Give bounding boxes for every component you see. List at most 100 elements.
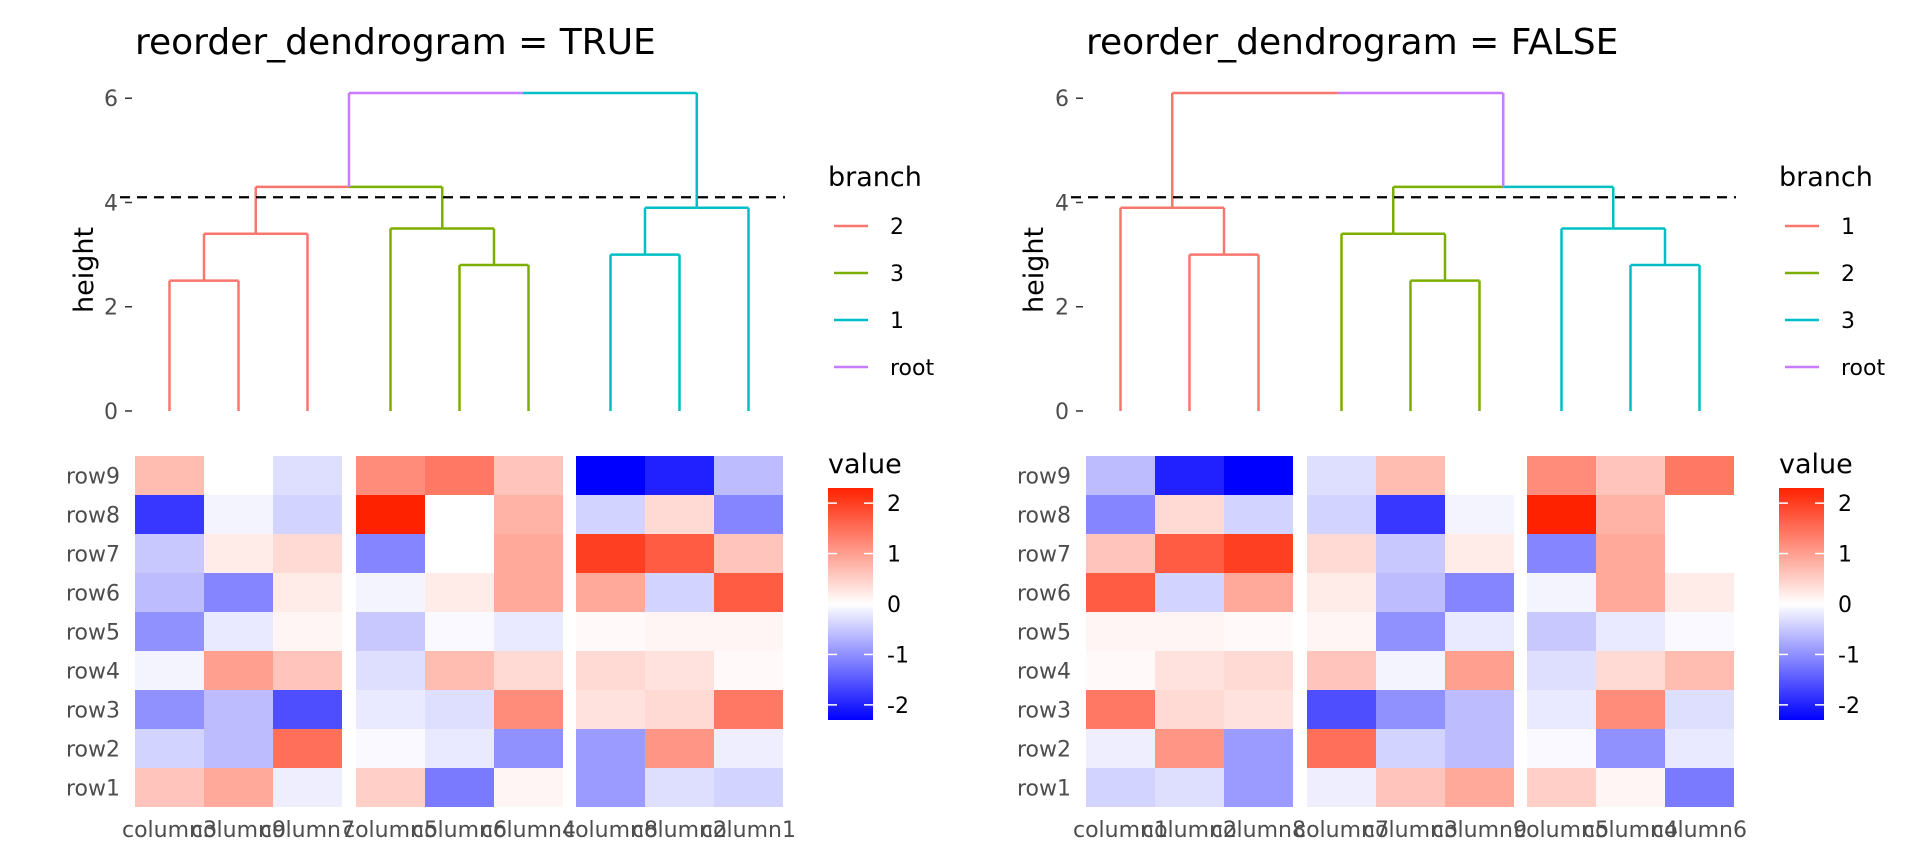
- heatmap-cell: [645, 495, 714, 534]
- heatmap-cell: [1376, 456, 1445, 495]
- y-axis-title: height: [1019, 227, 1050, 313]
- heatmap-cell: [714, 612, 783, 651]
- column-label: column8: [563, 818, 658, 843]
- y-axis: 0 2 4 6: [104, 87, 132, 425]
- heatmap-cell: [1527, 573, 1596, 612]
- branch-legend-label: 1: [1841, 215, 1855, 240]
- row-label: row5: [1017, 621, 1071, 646]
- column-label: column2: [632, 818, 727, 843]
- heatmap-cell: [1527, 612, 1596, 651]
- panel-reorder-false: reorder_dendrogram = FALSE height 0 2 4 6 r…: [1017, 22, 1885, 843]
- heatmap-cell: [1224, 534, 1293, 573]
- value-legend-title: value: [1779, 449, 1853, 480]
- heatmap-cell: [356, 573, 425, 612]
- heatmap-cell: [1307, 495, 1376, 534]
- heatmap-cell: [1307, 573, 1376, 612]
- heatmap-cell: [1155, 612, 1224, 651]
- row-label: row1: [1017, 777, 1071, 802]
- heatmap-cell: [1224, 456, 1293, 495]
- heatmap-cell: [135, 768, 204, 807]
- heatmap-cell: [714, 690, 783, 729]
- heatmap-cell: [1376, 690, 1445, 729]
- heatmap-cell: [645, 573, 714, 612]
- heatmap-cell: [425, 456, 494, 495]
- branch-legend-label: 3: [1841, 309, 1855, 334]
- colorbar-tick-label: 2: [1838, 492, 1852, 517]
- heatmap-cell: [204, 534, 273, 573]
- heatmap-cell: [1527, 495, 1596, 534]
- heatmap-cell: [1596, 495, 1665, 534]
- heatmap-cell: [273, 573, 342, 612]
- heatmap-cell: [1155, 768, 1224, 807]
- colorbar-tick-label: -1: [1838, 643, 1860, 668]
- heatmap: [1086, 456, 1734, 807]
- heatmap-cell: [135, 612, 204, 651]
- heatmap-cell: [356, 651, 425, 690]
- heatmap-cell: [1155, 573, 1224, 612]
- heatmap-cell: [1445, 612, 1514, 651]
- heatmap-cell: [1307, 690, 1376, 729]
- heatmap-cell: [576, 651, 645, 690]
- y-tick-label: 2: [104, 296, 118, 321]
- heatmap-cell: [1445, 495, 1514, 534]
- heatmap-cell: [425, 768, 494, 807]
- heatmap-cell: [1596, 768, 1665, 807]
- heatmap-cell: [1376, 651, 1445, 690]
- heatmap-cell: [204, 612, 273, 651]
- heatmap-cell: [204, 690, 273, 729]
- heatmap-cell: [1224, 651, 1293, 690]
- heatmap-cell: [273, 495, 342, 534]
- heatmap-cell: [1445, 573, 1514, 612]
- column-label: column4: [1583, 818, 1678, 843]
- y-tick-label: 6: [104, 87, 118, 112]
- heatmap-cell: [1155, 495, 1224, 534]
- heatmap-cell: [714, 651, 783, 690]
- heatmap-cell: [135, 573, 204, 612]
- column-label: column7: [260, 818, 355, 843]
- heatmap-cell: [425, 651, 494, 690]
- heatmap-cell: [494, 651, 563, 690]
- heatmap-cell: [1307, 768, 1376, 807]
- heatmap-cell: [1596, 573, 1665, 612]
- heatmap-cell: [576, 729, 645, 768]
- heatmap-cell: [714, 456, 783, 495]
- heatmap-cell: [1086, 573, 1155, 612]
- heatmap-cell: [1376, 495, 1445, 534]
- heatmap-cell: [1445, 534, 1514, 573]
- heatmap-cell: [273, 729, 342, 768]
- heatmap-cell: [494, 690, 563, 729]
- heatmap-cell: [1665, 690, 1734, 729]
- row-label: row5: [66, 621, 120, 646]
- column-labels: column1column2column8column7column3colum…: [1073, 818, 1747, 843]
- heatmap-cell: [1376, 534, 1445, 573]
- heatmap-cell: [204, 495, 273, 534]
- heatmap-cell: [1596, 612, 1665, 651]
- colorbar-tick-label: -2: [1838, 694, 1860, 719]
- heatmap-cell: [1445, 729, 1514, 768]
- branch-legend-title: branch: [828, 162, 922, 193]
- heatmap-cell: [1527, 651, 1596, 690]
- heatmap-cell: [494, 612, 563, 651]
- heatmap-cell: [1527, 729, 1596, 768]
- heatmap-cell: [714, 573, 783, 612]
- heatmap: [135, 456, 783, 807]
- panel-title: reorder_dendrogram = TRUE: [135, 22, 656, 63]
- heatmap-cell: [204, 768, 273, 807]
- dendrogram: [120, 91, 785, 411]
- heatmap-cell: [1155, 690, 1224, 729]
- row-label: row6: [66, 582, 120, 607]
- heatmap-cell: [1224, 612, 1293, 651]
- heatmap-cell: [1224, 573, 1293, 612]
- heatmap-cell: [356, 690, 425, 729]
- value-legend: value 2 1 0 -1 -2: [1779, 449, 1860, 720]
- colorbar-tick-label: 0: [1838, 593, 1852, 618]
- heatmap-cell: [204, 573, 273, 612]
- heatmap-cell: [1307, 612, 1376, 651]
- branch-legend-label: root: [1841, 356, 1885, 381]
- heatmap-cell: [425, 612, 494, 651]
- heatmap-cell: [425, 729, 494, 768]
- row-label: row8: [1017, 504, 1071, 529]
- panel-title: reorder_dendrogram = FALSE: [1086, 22, 1618, 63]
- heatmap-cell: [1596, 651, 1665, 690]
